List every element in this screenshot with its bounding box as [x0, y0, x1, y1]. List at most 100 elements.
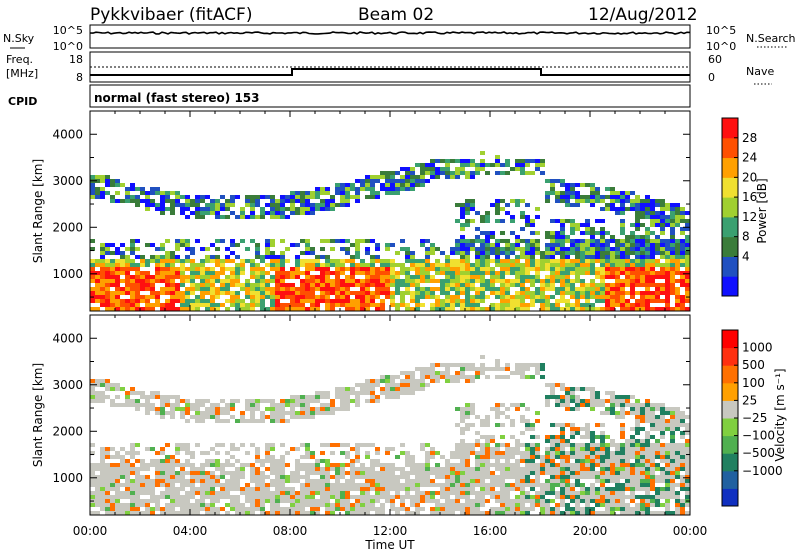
- velocity-cell: [610, 491, 615, 495]
- velocity-cell: [395, 395, 400, 399]
- power-cell: [670, 235, 675, 239]
- power-cell: [190, 291, 195, 295]
- power-cell: [430, 307, 435, 311]
- velocity-cell: [645, 443, 650, 447]
- velocity-cell: [595, 463, 600, 467]
- power-cell: [315, 303, 320, 307]
- power-cell: [435, 287, 440, 291]
- velocity-cell: [170, 415, 175, 419]
- power-cell: [545, 295, 550, 299]
- power-cell: [440, 263, 445, 267]
- velocity-cell: [490, 367, 495, 371]
- power-cell: [525, 223, 530, 227]
- velocity-cell: [460, 363, 465, 367]
- velocity-cell: [625, 455, 630, 459]
- power-cell: [110, 179, 115, 183]
- velocity-cell: [335, 475, 340, 479]
- velocity-cell: [605, 391, 610, 395]
- power-cell: [355, 247, 360, 251]
- velocity-cell: [290, 503, 295, 507]
- power-cell: [435, 171, 440, 175]
- velocity-cell: [400, 507, 405, 511]
- power-cell: [110, 243, 115, 247]
- power-cell: [185, 207, 190, 211]
- power-cell: [355, 251, 360, 255]
- power-cell: [440, 167, 445, 171]
- power-cell: [560, 195, 565, 199]
- power-cell: [285, 271, 290, 275]
- velocity-cell: [100, 503, 105, 507]
- power-cell: [645, 303, 650, 307]
- power-cell: [215, 291, 220, 295]
- velocity-cell: [135, 487, 140, 491]
- velocity-cell: [585, 451, 590, 455]
- velocity-cell: [550, 439, 555, 443]
- power-cell: [635, 235, 640, 239]
- velocity-cell: [205, 463, 210, 467]
- velocity-cell: [355, 403, 360, 407]
- velocity-cell: [145, 475, 150, 479]
- power-cell: [335, 287, 340, 291]
- velocity-cell: [505, 491, 510, 495]
- power-cell: [340, 191, 345, 195]
- power-cell: [240, 307, 245, 311]
- power-cell: [455, 171, 460, 175]
- power-cell: [505, 239, 510, 243]
- freq-unit-label: [MHz]: [6, 67, 38, 80]
- power-cell: [675, 259, 680, 263]
- velocity-cell: [290, 475, 295, 479]
- velocity-cell: [280, 475, 285, 479]
- power-cell: [550, 255, 555, 259]
- velocity-cell: [370, 463, 375, 467]
- power-cell: [275, 215, 280, 219]
- power-cell: [415, 299, 420, 303]
- velocity-cell: [450, 487, 455, 491]
- velocity-cell: [555, 443, 560, 447]
- power-cell: [235, 283, 240, 287]
- cpid-label: CPID: [8, 95, 37, 108]
- power-cell: [620, 263, 625, 267]
- velocity-cell: [345, 395, 350, 399]
- velocity-cell: [465, 451, 470, 455]
- power-cell: [345, 283, 350, 287]
- power-cell: [635, 203, 640, 207]
- velocity-cell: [210, 487, 215, 491]
- colorbar-segment: [722, 330, 738, 349]
- velocity-cell: [660, 459, 665, 463]
- power-cell: [465, 251, 470, 255]
- velocity-cell: [90, 451, 95, 455]
- velocity-cell: [645, 431, 650, 435]
- velocity-cell: [410, 483, 415, 487]
- power-cell: [350, 259, 355, 263]
- velocity-cell: [585, 503, 590, 507]
- velocity-cell: [665, 507, 670, 511]
- velocity-cell: [525, 447, 530, 451]
- power-cell: [250, 283, 255, 287]
- power-cell: [590, 307, 595, 311]
- velocity-cell: [280, 443, 285, 447]
- velocity-cell: [570, 491, 575, 495]
- power-cell: [640, 283, 645, 287]
- power-cell: [580, 263, 585, 267]
- power-cell: [230, 195, 235, 199]
- power-cell: [630, 271, 635, 275]
- velocity-cell: [670, 443, 675, 447]
- power-cell: [100, 271, 105, 275]
- velocity-cell: [460, 455, 465, 459]
- velocity-cell: [305, 503, 310, 507]
- velocity-cell: [235, 479, 240, 483]
- velocity-cell: [660, 475, 665, 479]
- power-cell: [570, 247, 575, 251]
- power-cell: [265, 195, 270, 199]
- velocity-cell: [100, 379, 105, 383]
- power-cell: [655, 283, 660, 287]
- power-cell: [465, 291, 470, 295]
- velocity-cell: [510, 423, 515, 427]
- power-cell: [395, 183, 400, 187]
- power-cell: [655, 199, 660, 203]
- velocity-cell: [550, 463, 555, 467]
- power-cell: [480, 255, 485, 259]
- velocity-cell: [175, 407, 180, 411]
- power-cell: [265, 239, 270, 243]
- velocity-cell: [630, 407, 635, 411]
